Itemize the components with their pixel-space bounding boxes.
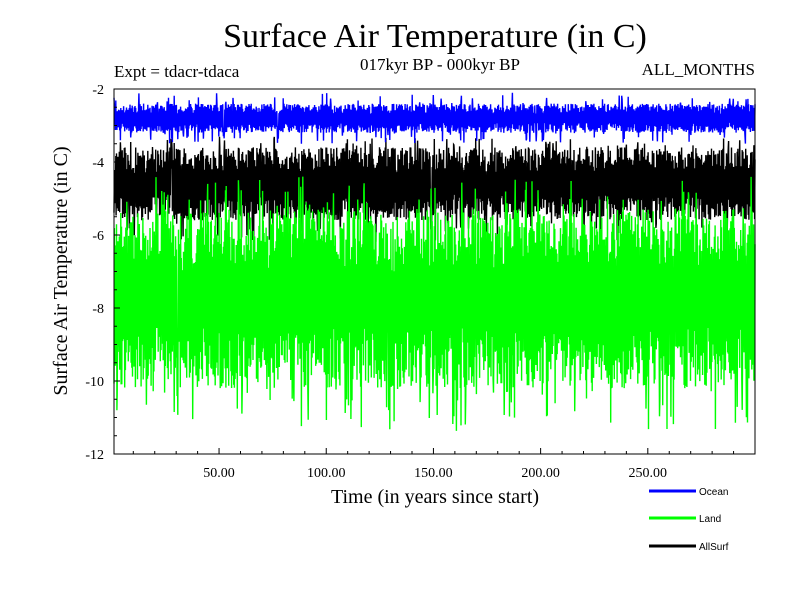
series-layer — [113, 92, 756, 431]
y-tick-label: -8 — [92, 302, 104, 317]
x-tick-label: 100.00 — [307, 466, 346, 481]
x-tick-label: 200.00 — [521, 466, 560, 481]
y-axis-label: Surface Air Temperature (in C) — [50, 146, 72, 395]
series-line-ocean — [113, 92, 756, 144]
x-tick-label: 250.00 — [629, 466, 668, 481]
y-tick-label: -2 — [92, 83, 104, 98]
x-axis-label: Time (in years since start) — [331, 486, 539, 508]
series-allsurf — [113, 136, 756, 242]
y-tick-label: -6 — [92, 229, 104, 244]
legend-label-land: Land — [699, 514, 721, 525]
x-tick-label: 150.00 — [414, 466, 453, 481]
chart-title: Surface Air Temperature (in C) — [223, 18, 647, 55]
chart-subtitle: 017kyr BP - 000kyr BP — [360, 55, 520, 74]
legend-label-ocean: Ocean — [699, 487, 728, 498]
x-tick-label: 50.00 — [203, 466, 235, 481]
series-land — [113, 176, 756, 431]
experiment-label: Expt = tdacr-tdaca — [114, 62, 240, 81]
y-tick-label: -4 — [92, 156, 104, 171]
legend-label-allsurf: AllSurf — [699, 542, 729, 553]
series-ocean — [113, 92, 756, 144]
legend: Ocean Land AllSurf — [649, 487, 729, 553]
y-axis-ticks: -12 -10 -8 -6 -4 -2 — [85, 83, 120, 463]
months-label: ALL_MONTHS — [642, 60, 755, 79]
x-axis-ticks: 50.00 100.00 150.00 200.00 250.00 — [132, 448, 735, 481]
y-tick-label: -12 — [85, 448, 104, 463]
series-line-land — [113, 176, 756, 431]
y-tick-label: -10 — [85, 375, 104, 390]
series-line-allsurf — [113, 136, 756, 242]
